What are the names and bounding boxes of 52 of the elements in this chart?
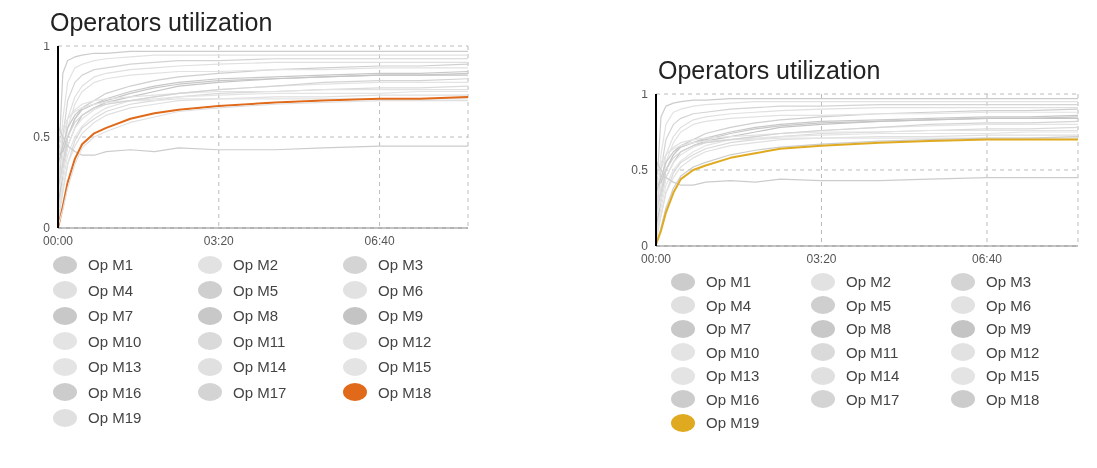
- legend-label: Op M10: [706, 343, 760, 361]
- legend-label: Op M1: [88, 256, 134, 274]
- legend-label: Op M10: [88, 332, 142, 350]
- y-tick-label: 0.5: [631, 163, 649, 178]
- legend-label: Op M6: [378, 281, 424, 299]
- legend-label: Op M16: [706, 390, 760, 408]
- legend-label: Op M18: [986, 390, 1040, 408]
- legend-label: Op M6: [986, 296, 1032, 314]
- legend-label: Op M8: [846, 320, 892, 338]
- x-tick-label: 06:40: [364, 233, 395, 248]
- legend-label: Op M19: [88, 409, 142, 427]
- legend-label: Op M17: [233, 383, 287, 401]
- legend-label: Op M15: [378, 358, 432, 376]
- legend-label: Op M2: [846, 273, 892, 291]
- legend-label: Op M2: [233, 256, 279, 274]
- x-tick-label: 06:40: [971, 251, 1003, 266]
- x-tick-label: 00:00: [42, 233, 74, 248]
- legend-label: Op M15: [986, 367, 1040, 385]
- x-tick-label: 03:20: [203, 233, 235, 248]
- legend-label: Op M11: [233, 332, 286, 350]
- y-tick-label: 1: [641, 87, 649, 102]
- legend-label: Op M13: [706, 367, 760, 385]
- legend-label: Op M7: [706, 320, 752, 338]
- legend-label: Op M11: [846, 343, 899, 361]
- legend-label: Op M4: [88, 281, 134, 299]
- x-tick-label: 00:00: [640, 251, 672, 266]
- legend-label: Op M18: [378, 383, 432, 401]
- y-tick-label: 0.5: [33, 130, 51, 145]
- x-tick-label: 03:20: [806, 251, 837, 266]
- y-tick-label: 1: [43, 39, 51, 54]
- legend-label: Op M14: [846, 367, 900, 385]
- chart-title: Operators utilization: [50, 8, 274, 38]
- legend-label: Op M1: [706, 273, 752, 291]
- legend-label: Op M3: [986, 273, 1032, 291]
- legend-label: Op M9: [986, 320, 1032, 338]
- y-tick-label: 0: [641, 239, 649, 254]
- legend-label: Op M7: [88, 307, 134, 325]
- legend-label: Op M4: [706, 296, 752, 314]
- legend-label: Op M8: [233, 307, 279, 325]
- legend-label: Op M9: [378, 307, 424, 325]
- y-tick-label: 0: [43, 221, 51, 236]
- legend-label: Op M14: [233, 358, 287, 376]
- legend-label: Op M16: [88, 383, 142, 401]
- legend-label: Op M12: [378, 332, 432, 350]
- legend-label: Op M19: [706, 414, 760, 432]
- legend-label: Op M5: [233, 281, 279, 299]
- chart-title: Operators utilization: [658, 56, 882, 86]
- legend-label: Op M12: [986, 343, 1040, 361]
- legend-label: Op M17: [846, 390, 900, 408]
- legend-label: Op M3: [378, 256, 424, 274]
- legend-label: Op M5: [846, 296, 892, 314]
- legend-label: Op M13: [88, 358, 142, 376]
